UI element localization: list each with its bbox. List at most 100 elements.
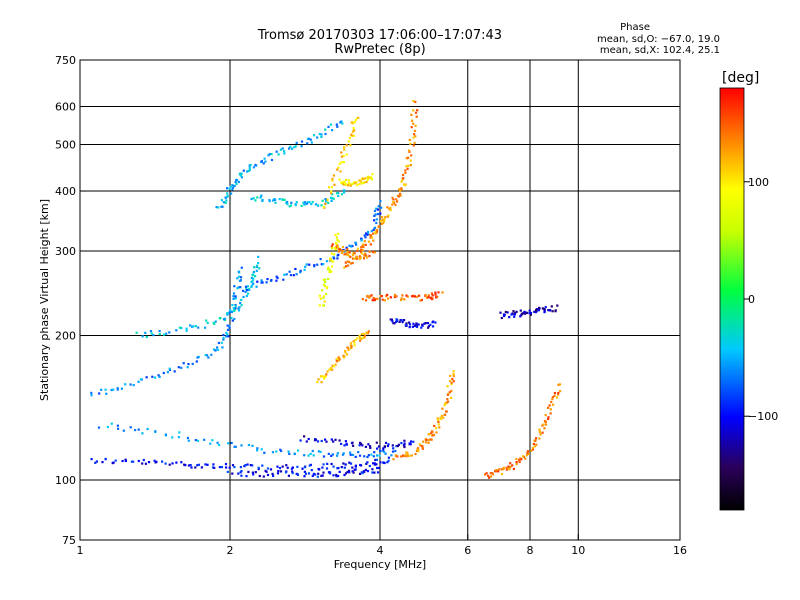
data-point bbox=[121, 459, 124, 463]
data-point bbox=[343, 266, 346, 269]
data-point bbox=[379, 200, 382, 203]
data-point bbox=[311, 449, 314, 453]
data-point bbox=[94, 461, 97, 464]
data-point bbox=[329, 257, 332, 260]
data-point bbox=[377, 205, 380, 208]
data-point bbox=[451, 377, 454, 381]
data-point bbox=[373, 209, 377, 212]
data-point bbox=[346, 470, 349, 474]
data-point bbox=[342, 462, 345, 465]
data-point bbox=[337, 166, 340, 169]
data-point bbox=[116, 387, 119, 390]
data-point bbox=[511, 464, 514, 467]
data-point bbox=[330, 192, 333, 195]
data-point bbox=[239, 471, 242, 474]
data-point bbox=[310, 141, 313, 144]
data-point bbox=[417, 323, 420, 326]
data-point bbox=[380, 206, 383, 209]
data-point bbox=[425, 438, 428, 442]
data-point bbox=[285, 273, 288, 276]
data-point bbox=[162, 371, 165, 375]
data-point bbox=[405, 165, 408, 168]
data-point bbox=[372, 455, 375, 458]
data-point bbox=[373, 251, 376, 254]
data-point bbox=[324, 132, 327, 136]
data-point bbox=[233, 285, 236, 288]
data-point bbox=[321, 466, 324, 469]
data-point bbox=[425, 296, 428, 299]
data-point bbox=[338, 358, 341, 361]
data-point bbox=[531, 446, 534, 449]
data-point bbox=[231, 186, 235, 189]
data-point bbox=[416, 325, 419, 328]
data-point bbox=[320, 204, 323, 207]
data-point bbox=[146, 427, 149, 431]
data-point bbox=[114, 459, 117, 462]
data-point bbox=[350, 121, 353, 124]
data-point bbox=[217, 341, 220, 345]
data-point bbox=[363, 253, 366, 256]
data-point bbox=[366, 233, 369, 236]
data-point bbox=[309, 452, 312, 455]
data-point bbox=[336, 192, 339, 195]
data-point bbox=[335, 236, 338, 239]
data-point bbox=[327, 125, 330, 128]
data-point bbox=[104, 388, 107, 391]
data-point bbox=[250, 285, 253, 288]
data-point bbox=[362, 182, 365, 185]
data-point bbox=[409, 164, 412, 167]
data-point bbox=[342, 250, 345, 253]
data-point bbox=[279, 448, 282, 451]
data-point bbox=[224, 317, 227, 320]
data-point bbox=[515, 463, 518, 466]
data-point bbox=[226, 187, 229, 190]
data-point bbox=[331, 368, 334, 371]
data-point bbox=[550, 305, 553, 308]
data-point bbox=[343, 180, 346, 183]
data-point bbox=[434, 293, 437, 296]
data-point bbox=[400, 180, 403, 183]
data-point bbox=[182, 362, 185, 365]
data-point bbox=[319, 297, 322, 300]
data-point bbox=[289, 274, 292, 277]
data-point bbox=[292, 274, 295, 277]
data-point bbox=[330, 462, 333, 466]
data-point bbox=[356, 116, 359, 119]
data-point bbox=[322, 471, 325, 474]
data-point bbox=[239, 301, 242, 305]
data-point bbox=[300, 204, 303, 207]
data-point bbox=[383, 299, 386, 302]
data-point bbox=[544, 306, 547, 309]
data-point bbox=[330, 247, 334, 250]
data-point bbox=[303, 470, 306, 473]
data-point bbox=[533, 439, 537, 442]
data-point bbox=[429, 438, 432, 441]
data-point bbox=[231, 188, 234, 191]
data-point bbox=[333, 365, 336, 368]
data-point bbox=[237, 472, 240, 475]
data-point bbox=[509, 462, 512, 465]
data-point bbox=[337, 245, 340, 249]
data-point bbox=[365, 462, 368, 465]
data-point bbox=[520, 314, 523, 317]
data-point bbox=[330, 197, 333, 200]
data-point bbox=[431, 294, 434, 297]
data-point bbox=[320, 263, 323, 266]
data-point bbox=[373, 471, 376, 474]
data-point bbox=[252, 197, 255, 200]
data-point bbox=[253, 266, 256, 269]
data-point bbox=[180, 327, 183, 330]
data-point bbox=[246, 170, 249, 173]
data-point bbox=[419, 444, 422, 447]
data-point bbox=[358, 454, 362, 457]
data-point bbox=[254, 163, 257, 167]
data-point bbox=[382, 461, 385, 464]
data-point bbox=[484, 473, 487, 476]
data-point bbox=[518, 458, 521, 461]
data-point bbox=[394, 449, 397, 453]
data-point bbox=[427, 326, 430, 329]
data-point bbox=[207, 356, 210, 359]
data-point bbox=[417, 450, 420, 453]
data-point bbox=[430, 431, 433, 434]
y-tick-label: 750 bbox=[55, 54, 76, 67]
